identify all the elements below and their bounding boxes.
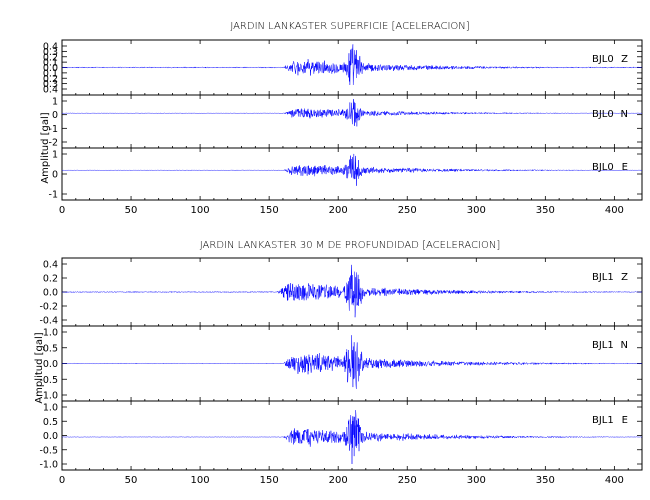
x-tick-label: 350 xyxy=(536,205,555,216)
component-label: E xyxy=(622,415,628,426)
x-tick-label: 150 xyxy=(260,475,279,486)
y-tick-label: 1.0 xyxy=(43,328,58,339)
waveform-trace xyxy=(61,264,643,318)
y-tick-label: 0.4 xyxy=(43,85,58,96)
y-tick-label: 0.1 xyxy=(43,68,58,79)
y-tick-label: -1.0 xyxy=(39,391,58,402)
y-tick-label: -1 xyxy=(49,190,58,201)
station-label: BJL1 xyxy=(592,340,614,351)
panel-bjl0-n: 1 0 -1 -2 BJL0 N xyxy=(49,94,643,149)
component-label: Z xyxy=(621,54,628,65)
x-tick-label: 250 xyxy=(398,205,417,216)
waveform-trace xyxy=(61,409,643,465)
y-tick-label: 0.3 xyxy=(43,47,58,58)
station-label: BJL0 xyxy=(592,54,614,65)
y-tick-label: 0.4 xyxy=(43,42,58,53)
y-tick-label: 0 xyxy=(52,110,58,121)
y-tick-label: 0.4 xyxy=(43,260,58,271)
x-tick-label: 400 xyxy=(605,475,624,486)
panel-bjl0-e: 1 0 -1 BJL0 E xyxy=(49,147,643,201)
panel-bjl1-e: 1.0 0.5 0.0 -0.5 -1.0 BJL1 E xyxy=(39,400,643,471)
y-axis-label-surface: Amplitud [gal] xyxy=(40,112,51,183)
x-tick-label: 50 xyxy=(125,475,138,486)
station-label: BJL1 xyxy=(592,415,614,426)
y-tick-label: -0.2 xyxy=(39,302,58,313)
component-label: Z xyxy=(621,272,628,283)
component-label: E xyxy=(622,162,628,173)
y-tick-label: -0.4 xyxy=(39,316,58,327)
x-tick-label: 100 xyxy=(191,475,210,486)
station-label: BJL0 xyxy=(592,109,614,120)
x-tick-label: 400 xyxy=(605,205,624,216)
y-tick-label: 0.0 xyxy=(43,359,58,370)
x-tick-label: 100 xyxy=(191,205,210,216)
component-label: N xyxy=(621,340,628,351)
y-tick-label: 0.2 xyxy=(43,74,58,85)
panel-frame xyxy=(61,147,643,201)
depth-seismogram-chart: 0.4 0.2 0.0 -0.2 -0.4 BJL1 Z 1.0 0.5 0.0 -0.5 -1.0 B… xyxy=(39,257,643,486)
y-tick-label: 0.2 xyxy=(43,274,58,285)
x-tick-label: 200 xyxy=(329,475,348,486)
y-tick-label: 0.2 xyxy=(43,52,58,63)
station-label: BJL1 xyxy=(592,272,614,283)
x-tick-label: 0 xyxy=(59,205,65,216)
x-tick-label: 150 xyxy=(260,205,279,216)
x-tick-label: 0 xyxy=(59,475,65,486)
y-tick-label: 0.3 xyxy=(43,79,58,90)
station-label: BJL0 xyxy=(592,162,614,173)
y-tick-label: 0.5 xyxy=(43,417,58,428)
y-tick-label: 0.0 xyxy=(43,63,58,74)
x-tick-label: 350 xyxy=(536,475,555,486)
y-tick-label: 0.1 xyxy=(43,58,58,69)
y-axis-label-depth: Amplitud [gal] xyxy=(34,332,45,403)
chart-title-surface: JARDIN LANKASTER SUPERFICIE [ACELERACION… xyxy=(230,21,469,32)
panel-bjl1-n: 1.0 0.5 0.0 -0.5 -1.0 BJL1 N xyxy=(39,325,643,402)
y-tick-label: 0.0 xyxy=(43,288,58,299)
chart-title-depth: JARDIN LANKASTER 30 M DE PROFUNDIDAD [AC… xyxy=(200,240,500,251)
x-tick-label: 300 xyxy=(467,475,486,486)
y-tick-label: 1 xyxy=(52,97,58,108)
y-tick-label: -1 xyxy=(49,124,58,135)
waveform-trace xyxy=(61,334,643,390)
waveform-trace xyxy=(61,98,643,127)
x-tick-label: 200 xyxy=(329,205,348,216)
y-tick-label: 0.0 xyxy=(43,431,58,442)
y-tick-label: -0.5 xyxy=(39,445,58,456)
y-tick-label: 0 xyxy=(52,170,58,181)
waveform-trace xyxy=(61,44,643,86)
waveform-trace xyxy=(61,153,643,187)
component-label: N xyxy=(621,109,628,120)
x-tick-label: 250 xyxy=(398,475,417,486)
y-tick-label: 0.5 xyxy=(43,343,58,354)
y-tick-label: 1.0 xyxy=(43,403,58,414)
x-tick-label: 50 xyxy=(125,205,138,216)
panel-bjl1-z: 0.4 0.2 0.0 -0.2 -0.4 BJL1 Z xyxy=(39,257,643,327)
y-tick-label: -1.0 xyxy=(39,460,58,471)
x-tick-label: 300 xyxy=(467,205,486,216)
y-tick-label: -2 xyxy=(49,138,58,149)
y-tick-label: -0.5 xyxy=(39,375,58,386)
y-tick-label: 1 xyxy=(52,150,58,161)
